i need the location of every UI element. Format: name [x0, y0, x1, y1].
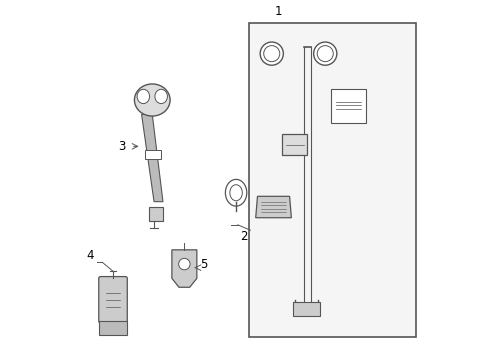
Text: 5: 5: [200, 258, 208, 271]
Ellipse shape: [314, 42, 337, 65]
Polygon shape: [256, 196, 292, 218]
Polygon shape: [142, 114, 163, 202]
Ellipse shape: [230, 185, 243, 201]
Ellipse shape: [155, 89, 168, 104]
Bar: [282, 134, 307, 155]
Polygon shape: [172, 250, 197, 287]
Ellipse shape: [225, 179, 247, 206]
Ellipse shape: [260, 42, 283, 65]
Bar: [99, 321, 127, 336]
Ellipse shape: [137, 89, 149, 104]
Ellipse shape: [134, 84, 170, 116]
Bar: [331, 89, 367, 123]
FancyBboxPatch shape: [99, 276, 127, 323]
Text: 3: 3: [118, 140, 125, 153]
Circle shape: [179, 258, 190, 270]
Bar: [248, 23, 416, 337]
Text: 1: 1: [275, 5, 283, 18]
Text: 4: 4: [86, 249, 94, 262]
Bar: [293, 302, 320, 316]
Bar: [148, 207, 163, 221]
Text: 2: 2: [240, 230, 247, 243]
Ellipse shape: [317, 46, 333, 62]
Ellipse shape: [264, 46, 280, 62]
Bar: [145, 150, 161, 159]
